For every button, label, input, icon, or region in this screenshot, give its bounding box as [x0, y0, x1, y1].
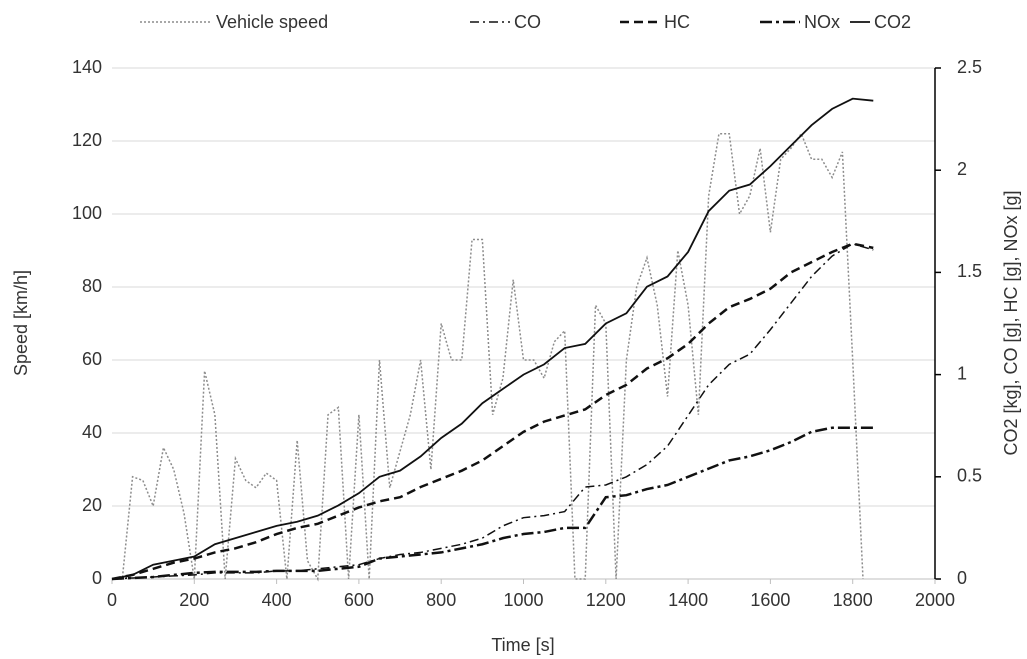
- y2-tick-label: 1.5: [957, 261, 982, 281]
- y-tick-label: 60: [82, 349, 102, 369]
- x-axis-title: Time [s]: [491, 635, 554, 655]
- y-tick-label: 80: [82, 276, 102, 296]
- series-line: [111, 242, 874, 581]
- legend-label: CO2: [874, 12, 911, 32]
- y-tick-label: 120: [72, 130, 102, 150]
- y2-tick-label: 0: [957, 568, 967, 588]
- x-tick-label: 1600: [750, 590, 790, 610]
- legend-label: HC: [664, 12, 690, 32]
- series-line: [111, 426, 874, 581]
- y-tick-label: 100: [72, 203, 102, 223]
- y2-tick-label: 2: [957, 159, 967, 179]
- x-tick-label: 1800: [833, 590, 873, 610]
- x-tick-label: 200: [179, 590, 209, 610]
- y2-tick-label: 0.5: [957, 466, 982, 486]
- x-tick-label: 800: [426, 590, 456, 610]
- y-tick-label: 20: [82, 495, 102, 515]
- series-line: [112, 132, 864, 582]
- legend-label: CO: [514, 12, 541, 32]
- legend-label: Vehicle speed: [216, 12, 328, 32]
- y-axis-title: Speed [km/h]: [11, 270, 31, 376]
- y2-tick-label: 2.5: [957, 57, 982, 77]
- x-tick-label: 0: [107, 590, 117, 610]
- x-tick-label: 1200: [586, 590, 626, 610]
- x-tick-label: 2000: [915, 590, 955, 610]
- y-tick-label: 40: [82, 422, 102, 442]
- y2-tick-label: 1: [957, 363, 967, 383]
- legend-label: NOx: [804, 12, 840, 32]
- y-tick-label: 140: [72, 57, 102, 77]
- x-tick-label: 600: [344, 590, 374, 610]
- series-line: [111, 97, 874, 580]
- y-tick-label: 0: [92, 568, 102, 588]
- y2-axis-title: CO2 [kg], CO [g], HC [g], NOx [g]: [1001, 190, 1021, 455]
- x-tick-label: 1000: [503, 590, 543, 610]
- x-tick-label: 1400: [668, 590, 708, 610]
- x-tick-label: 400: [262, 590, 292, 610]
- series-line: [111, 242, 874, 580]
